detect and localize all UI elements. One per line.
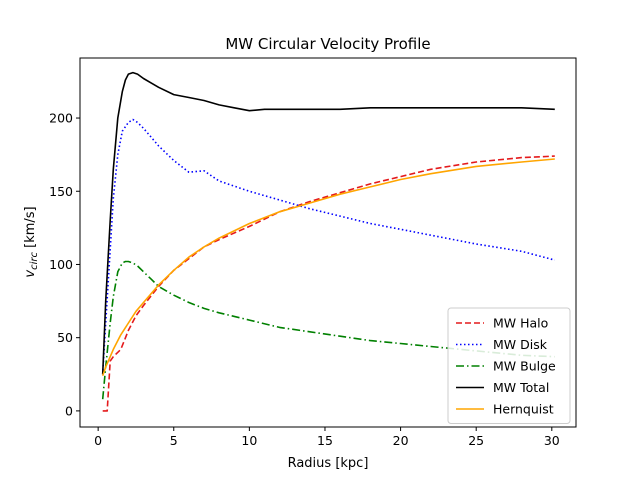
y-tick-label: 100 — [49, 257, 73, 272]
legend-label: MW Halo — [493, 316, 548, 331]
series-line-mw-disk — [101, 118, 556, 375]
x-axis: 0 5 10 15 20 25 30 — [94, 427, 560, 448]
y-tick-label: 150 — [49, 184, 73, 199]
y-tick-label: 0 — [65, 403, 73, 418]
legend-box — [447, 307, 571, 424]
x-tick-label: 10 — [241, 433, 257, 448]
plot-area — [79, 57, 577, 428]
x-tick-label: 0 — [94, 433, 102, 448]
legend-label: MW Total — [493, 380, 549, 395]
legend-label: MW Bulge — [493, 359, 556, 374]
y-axis-label: vcirc [km/s] — [23, 206, 40, 277]
series-line-mw-bulge — [101, 260, 555, 400]
x-axis-label: Radius [kpc] — [288, 456, 369, 471]
y-tick-label: 50 — [57, 330, 73, 345]
series-lines — [101, 71, 556, 412]
legend-label: Hernquist — [493, 402, 554, 417]
chart-title: MW Circular Velocity Profile — [225, 35, 430, 53]
x-tick-label: 25 — [468, 433, 484, 448]
y-axis-label-subscript: circ — [29, 252, 40, 270]
series-line-hernquist — [101, 158, 555, 377]
series-line-mw-total — [101, 71, 555, 375]
series-line-mw-halo — [102, 155, 555, 412]
y-tick-label: 200 — [49, 111, 73, 126]
y-axis-label-unit: [km/s] — [23, 206, 38, 252]
legend-label: MW Disk — [493, 337, 548, 352]
x-tick-label: 20 — [393, 433, 409, 448]
y-axis: 0 50 100 150 200 — [49, 111, 80, 418]
legend: MW Halo MW Disk MW Bulge MW Total Hernquist — [447, 307, 571, 424]
x-tick-label: 5 — [170, 433, 178, 448]
x-tick-label: 30 — [544, 433, 560, 448]
x-tick-label: 15 — [317, 433, 333, 448]
plot-frame — [79, 57, 577, 428]
y-axis-label-symbol: v — [23, 270, 38, 278]
